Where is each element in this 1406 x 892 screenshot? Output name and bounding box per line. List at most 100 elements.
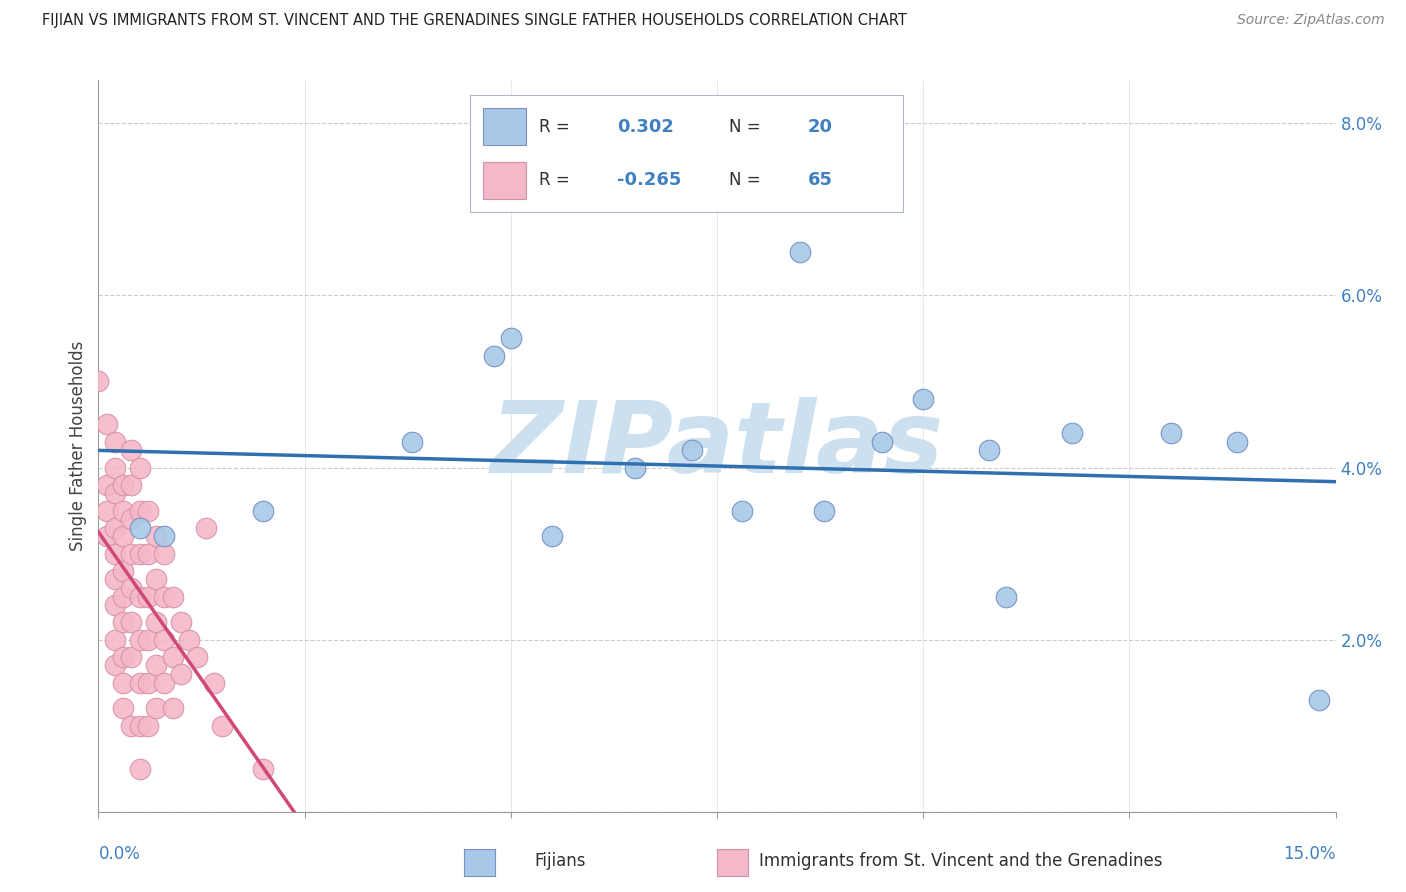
Point: [112, 675, 135, 690]
Point: [813, 503, 835, 517]
Point: [104, 547, 127, 561]
Point: [145, 701, 167, 715]
Point: [1160, 426, 1182, 441]
Point: [401, 434, 423, 449]
Bar: [482, 108, 526, 145]
Point: [104, 521, 127, 535]
Point: [179, 632, 201, 647]
Point: [789, 245, 811, 260]
Point: [162, 701, 184, 715]
Point: [128, 547, 150, 561]
Point: [120, 649, 142, 664]
Point: [104, 573, 127, 587]
Point: [128, 521, 150, 535]
Point: [128, 675, 150, 690]
Point: [104, 434, 127, 449]
Point: [499, 331, 522, 345]
Point: [96, 529, 118, 543]
Point: [623, 460, 645, 475]
Point: [145, 658, 167, 673]
Point: [870, 434, 893, 449]
Text: -0.265: -0.265: [617, 171, 682, 189]
Point: [120, 581, 142, 595]
Point: [136, 632, 159, 647]
Point: [731, 503, 754, 517]
Point: [484, 349, 506, 363]
Point: [112, 590, 135, 604]
Point: [1060, 426, 1083, 441]
Point: [153, 632, 176, 647]
Point: [128, 762, 150, 776]
Point: [162, 590, 184, 604]
Point: [128, 719, 150, 733]
Text: Source: ZipAtlas.com: Source: ZipAtlas.com: [1237, 13, 1385, 28]
Bar: [482, 161, 526, 199]
Point: [128, 590, 150, 604]
Point: [541, 529, 564, 543]
Point: [104, 486, 127, 500]
Point: [120, 477, 142, 491]
Point: [153, 590, 176, 604]
Point: [1308, 693, 1330, 707]
Point: [211, 719, 233, 733]
Point: [1226, 434, 1249, 449]
Point: [145, 529, 167, 543]
Text: FIJIAN VS IMMIGRANTS FROM ST. VINCENT AND THE GRENADINES SINGLE FATHER HOUSEHOLD: FIJIAN VS IMMIGRANTS FROM ST. VINCENT AN…: [42, 13, 907, 29]
Point: [112, 615, 135, 630]
Point: [994, 590, 1017, 604]
Point: [128, 460, 150, 475]
Point: [128, 632, 150, 647]
Point: [120, 512, 142, 526]
Point: [96, 503, 118, 517]
Point: [96, 477, 118, 491]
Point: [104, 632, 127, 647]
Point: [153, 675, 176, 690]
Text: Fijians: Fijians: [534, 852, 586, 870]
Text: 0.0%: 0.0%: [98, 845, 141, 863]
Y-axis label: Single Father Households: Single Father Households: [69, 341, 87, 551]
Point: [112, 564, 135, 578]
Text: N =: N =: [730, 118, 766, 136]
Point: [104, 598, 127, 612]
Point: [120, 719, 142, 733]
Text: 15.0%: 15.0%: [1284, 845, 1336, 863]
Point: [136, 503, 159, 517]
Text: 65: 65: [807, 171, 832, 189]
Point: [120, 547, 142, 561]
Text: Immigrants from St. Vincent and the Grenadines: Immigrants from St. Vincent and the Gren…: [759, 852, 1163, 870]
Point: [136, 547, 159, 561]
Text: N =: N =: [730, 171, 766, 189]
Point: [112, 701, 135, 715]
Point: [202, 675, 225, 690]
Point: [252, 503, 274, 517]
Point: [170, 615, 193, 630]
Point: [186, 649, 208, 664]
Point: [112, 649, 135, 664]
Point: [979, 443, 1001, 458]
Point: [87, 375, 110, 389]
Point: [145, 573, 167, 587]
Point: [153, 547, 176, 561]
Point: [912, 392, 935, 406]
Point: [128, 503, 150, 517]
Point: [153, 529, 176, 543]
Point: [112, 477, 135, 491]
Point: [145, 615, 167, 630]
Point: [162, 649, 184, 664]
Text: 20: 20: [807, 118, 832, 136]
Text: ZIPatlas: ZIPatlas: [491, 398, 943, 494]
Text: R =: R =: [538, 171, 569, 189]
Point: [120, 615, 142, 630]
Point: [136, 675, 159, 690]
Point: [104, 658, 127, 673]
Point: [194, 521, 217, 535]
Point: [96, 417, 118, 432]
Point: [120, 443, 142, 458]
Point: [252, 762, 274, 776]
Point: [681, 443, 703, 458]
Point: [136, 590, 159, 604]
Text: 0.302: 0.302: [617, 118, 673, 136]
Point: [170, 667, 193, 681]
Point: [136, 719, 159, 733]
Point: [112, 529, 135, 543]
